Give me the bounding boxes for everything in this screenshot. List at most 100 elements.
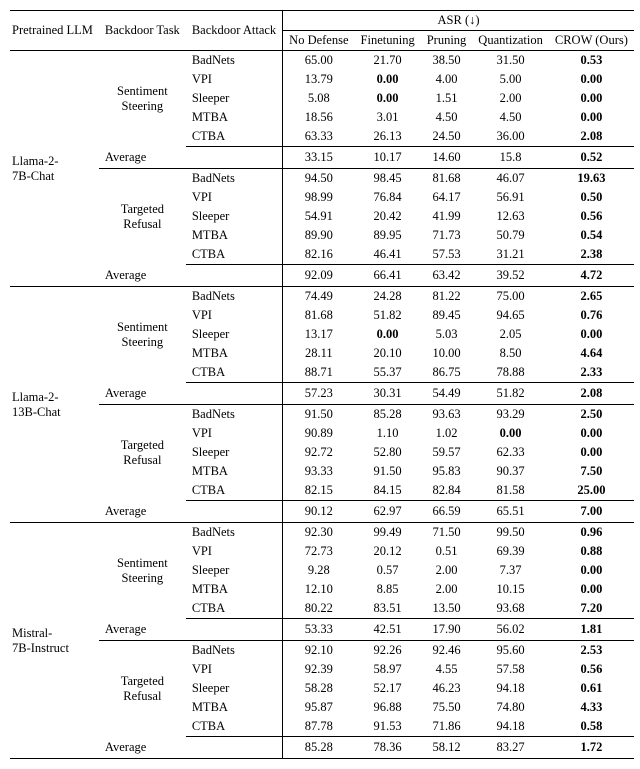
table-cell: 0.51 <box>421 542 473 561</box>
average-label: Average <box>99 737 283 759</box>
table-cell: 90.12 <box>283 501 355 523</box>
attack-cell: Sleeper <box>186 89 283 108</box>
table-cell: 94.18 <box>472 717 549 737</box>
table-cell: 1.10 <box>355 424 421 443</box>
table-cell: 46.41 <box>355 245 421 265</box>
table-cell: 66.59 <box>421 501 473 523</box>
table-cell: 0.76 <box>549 306 634 325</box>
table-cell: 10.17 <box>355 147 421 169</box>
table-cell: 3.01 <box>355 108 421 127</box>
table-cell: 92.72 <box>283 443 355 462</box>
task-cell: TargetedRefusal <box>99 169 186 265</box>
table-cell: 90.37 <box>472 462 549 481</box>
table-cell: 57.53 <box>421 245 473 265</box>
llm-cell: Mistral-7B-Instruct <box>10 523 99 759</box>
attack-cell: BadNets <box>186 641 283 661</box>
table-cell: 91.53 <box>355 717 421 737</box>
table-cell: 98.99 <box>283 188 355 207</box>
table-cell: 91.50 <box>355 462 421 481</box>
table-cell: 4.50 <box>472 108 549 127</box>
table-cell: 0.00 <box>549 89 634 108</box>
llm-cell: Llama-2-7B-Chat <box>10 51 99 287</box>
table-row: Llama-2-7B-ChatSentimentSteeringBadNets6… <box>10 51 634 71</box>
task-cell: SentimentSteering <box>99 523 186 619</box>
table-cell: 0.00 <box>549 443 634 462</box>
table-cell: 88.71 <box>283 363 355 383</box>
table-cell: 13.17 <box>283 325 355 344</box>
table-cell: 2.33 <box>549 363 634 383</box>
table-cell: 2.65 <box>549 287 634 307</box>
table-cell: 64.17 <box>421 188 473 207</box>
attack-cell: VPI <box>186 542 283 561</box>
table-cell: 74.49 <box>283 287 355 307</box>
table-cell: 20.42 <box>355 207 421 226</box>
table-cell: 93.29 <box>472 405 549 425</box>
average-row: Average90.1262.9766.5965.517.00 <box>10 501 634 523</box>
table-cell: 39.52 <box>472 265 549 287</box>
table-cell: 4.55 <box>421 660 473 679</box>
col-quant: Quantization <box>472 31 549 51</box>
attack-cell: BadNets <box>186 287 283 307</box>
table-cell: 98.45 <box>355 169 421 189</box>
task-cell: TargetedRefusal <box>99 405 186 501</box>
table-cell: 4.64 <box>549 344 634 363</box>
attack-cell: Sleeper <box>186 443 283 462</box>
table-row: TargetedRefusalBadNets94.5098.4581.6846.… <box>10 169 634 189</box>
table-cell: 0.56 <box>549 660 634 679</box>
table-cell: 2.53 <box>549 641 634 661</box>
table-cell: 74.80 <box>472 698 549 717</box>
table-cell: 13.79 <box>283 70 355 89</box>
table-cell: 1.02 <box>421 424 473 443</box>
table-cell: 95.83 <box>421 462 473 481</box>
col-finetune: Finetuning <box>355 31 421 51</box>
attack-cell: MTBA <box>186 462 283 481</box>
table-cell: 51.82 <box>355 306 421 325</box>
table-cell: 93.33 <box>283 462 355 481</box>
table-cell: 75.00 <box>472 287 549 307</box>
average-row: Average92.0966.4163.4239.524.72 <box>10 265 634 287</box>
attack-cell: CTBA <box>186 599 283 619</box>
table-cell: 50.79 <box>472 226 549 245</box>
table-cell: 65.51 <box>472 501 549 523</box>
table-cell: 8.50 <box>472 344 549 363</box>
table-cell: 75.50 <box>421 698 473 717</box>
table-cell: 92.30 <box>283 523 355 543</box>
table-cell: 89.95 <box>355 226 421 245</box>
table-cell: 71.50 <box>421 523 473 543</box>
table-cell: 41.99 <box>421 207 473 226</box>
table-cell: 4.72 <box>549 265 634 287</box>
table-cell: 10.15 <box>472 580 549 599</box>
attack-cell: CTBA <box>186 717 283 737</box>
col-prune: Pruning <box>421 31 473 51</box>
table-cell: 99.50 <box>472 523 549 543</box>
table-cell: 95.60 <box>472 641 549 661</box>
table-cell: 19.63 <box>549 169 634 189</box>
table-cell: 18.56 <box>283 108 355 127</box>
table-cell: 24.28 <box>355 287 421 307</box>
table-cell: 94.50 <box>283 169 355 189</box>
attack-cell: Sleeper <box>186 325 283 344</box>
table-cell: 0.00 <box>549 424 634 443</box>
table-row: TargetedRefusalBadNets92.1092.2692.4695.… <box>10 641 634 661</box>
table-cell: 12.63 <box>472 207 549 226</box>
table-cell: 82.15 <box>283 481 355 501</box>
table-cell: 54.49 <box>421 383 473 405</box>
header-attack: Backdoor Attack <box>186 11 283 51</box>
table-cell: 83.51 <box>355 599 421 619</box>
table-cell: 81.58 <box>472 481 549 501</box>
table-cell: 17.90 <box>421 619 473 641</box>
col-crow: CROW (Ours) <box>549 31 634 51</box>
table-cell: 96.88 <box>355 698 421 717</box>
task-cell: TargetedRefusal <box>99 641 186 737</box>
table-cell: 59.57 <box>421 443 473 462</box>
average-row: Average53.3342.5117.9056.021.81 <box>10 619 634 641</box>
attack-cell: CTBA <box>186 127 283 147</box>
table-cell: 62.33 <box>472 443 549 462</box>
table-cell: 1.72 <box>549 737 634 759</box>
results-table: Pretrained LLM Backdoor Task Backdoor At… <box>10 10 634 759</box>
table-cell: 2.50 <box>549 405 634 425</box>
table-cell: 2.00 <box>472 89 549 108</box>
table-cell: 46.07 <box>472 169 549 189</box>
table-row: TargetedRefusalBadNets91.5085.2893.6393.… <box>10 405 634 425</box>
attack-cell: Sleeper <box>186 561 283 580</box>
